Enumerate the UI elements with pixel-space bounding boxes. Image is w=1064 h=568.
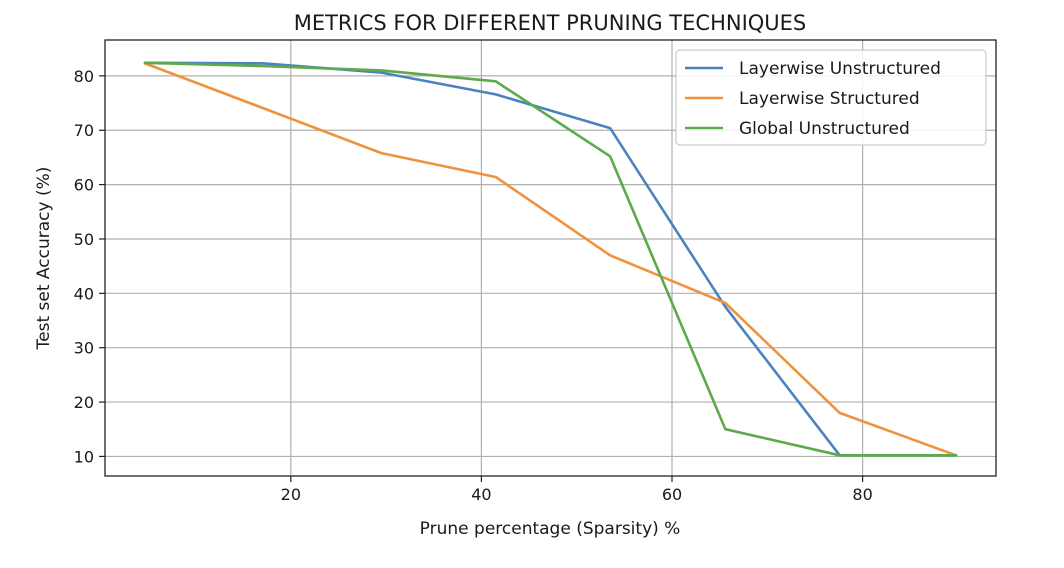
x-tick-label: 20 — [281, 485, 301, 504]
y-tick-label: 40 — [74, 284, 94, 303]
x-tick-label: 60 — [662, 485, 682, 504]
legend-entry-label: Layerwise Structured — [739, 89, 920, 109]
y-tick-label: 10 — [74, 447, 94, 466]
legend-box — [675, 49, 987, 146]
series-line-layerwise-unstructured — [143, 61, 958, 457]
grid-lines — [105, 40, 996, 476]
axis-ticks: 20 40 60 80 10 20 30 40 50 60 70 80 — [74, 67, 873, 504]
y-tick-label: 50 — [74, 230, 94, 249]
y-axis-label: Test set Accuracy (%) — [34, 167, 54, 351]
x-tick-label: 80 — [852, 485, 872, 504]
x-axis-label: Prune percentage (Sparsity) % — [420, 519, 681, 539]
y-tick-label: 30 — [74, 339, 94, 358]
legend: Layerwise Unstructured Layerwise Structur… — [675, 49, 987, 146]
y-tick-label: 60 — [74, 176, 94, 195]
y-tick-label: 20 — [74, 393, 94, 412]
plot-frame — [104, 39, 997, 477]
series-lines — [143, 61, 958, 457]
chart-title: METRICS FOR DIFFERENT PRUNING TECHNIQUES — [294, 11, 807, 35]
y-tick-label: 80 — [74, 67, 94, 86]
legend-entry-label: Layerwise Unstructured — [739, 59, 941, 79]
series-line-layerwise-structured — [143, 62, 958, 457]
legend-entry-label: Global Unstructured — [739, 119, 910, 139]
series-line-global-unstructured — [143, 61, 958, 457]
y-tick-label: 70 — [74, 121, 94, 140]
x-tick-label: 40 — [471, 485, 491, 504]
